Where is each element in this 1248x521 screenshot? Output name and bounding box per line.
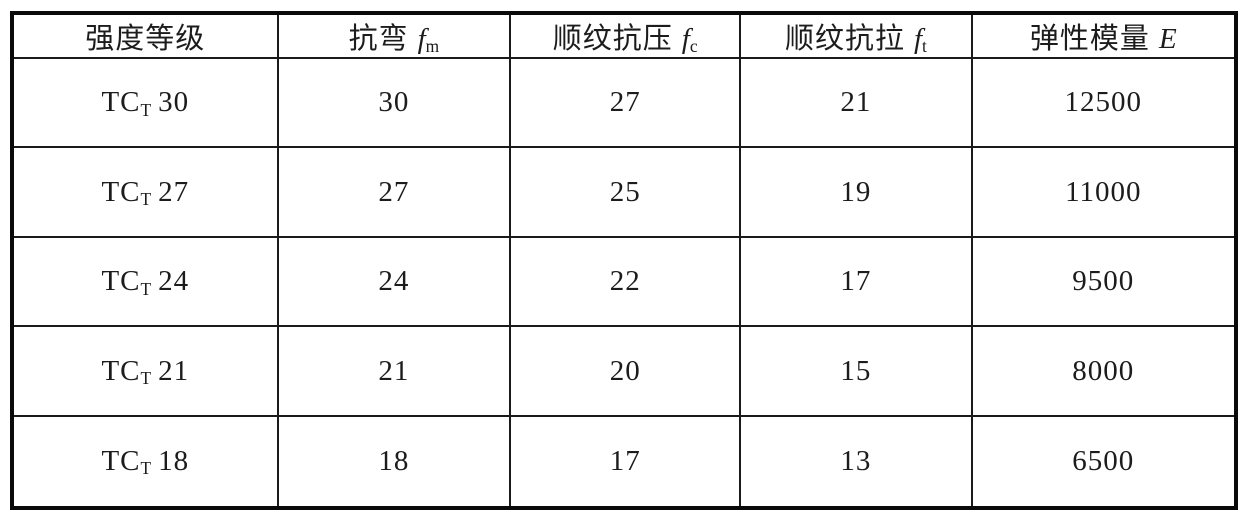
value-cell-elastic-modulus: 6500 — [970, 414, 1238, 510]
value-cell-elastic-modulus: 9500 — [970, 235, 1238, 328]
value-cell-compression: 17 — [509, 414, 742, 510]
value-cell-compression: 22 — [509, 235, 742, 328]
grade-cell: TCT 21 — [11, 325, 279, 417]
grade-number: 27 — [158, 175, 190, 208]
value-cell-bending: 24 — [276, 235, 512, 328]
grade-prefix: TC — [101, 175, 141, 208]
column-header-bending: 抗弯 fm — [276, 12, 512, 59]
value-cell-compression: 25 — [509, 146, 742, 238]
grade-subscript: T — [140, 278, 152, 299]
grade-subscript: T — [140, 99, 152, 120]
column-symbol-subscript: c — [689, 36, 698, 57]
grade-subscript: T — [140, 458, 152, 479]
grade-prefix: TC — [101, 265, 141, 298]
column-label: 弹性模量 — [1029, 23, 1150, 55]
grade-subscript: T — [140, 189, 152, 210]
table-row: TCT 18 18 17 13 6500 — [11, 414, 1238, 510]
column-symbol: f — [681, 23, 690, 55]
header-row: 强度等级 抗弯 fm 顺纹抗压 fc 顺纹抗拉 ft 弹性模量 E — [11, 12, 1238, 59]
column-symbol-subscript: t — [922, 36, 927, 57]
value-cell-tension: 17 — [739, 235, 973, 328]
table-row: TCT 27 27 25 19 11000 — [11, 146, 1238, 238]
value-cell-tension: 15 — [739, 325, 973, 417]
grade-number: 30 — [158, 86, 190, 119]
table-row: TCT 24 24 22 17 9500 — [11, 235, 1238, 328]
value-cell-bending: 27 — [276, 146, 512, 238]
column-label: 抗弯 — [348, 23, 409, 55]
column-label: 强度等级 — [85, 23, 206, 55]
value-cell-compression: 27 — [509, 56, 742, 149]
grade-number: 24 — [158, 265, 190, 298]
value-cell-compression: 20 — [509, 325, 742, 417]
strength-grade-table: 强度等级 抗弯 fm 顺纹抗压 fc 顺纹抗拉 ft 弹性模量 E TCT 30 — [10, 11, 1238, 510]
value-cell-elastic-modulus: 12500 — [970, 56, 1238, 149]
column-header-compression: 顺纹抗压 fc — [509, 12, 742, 59]
grade-prefix: TC — [101, 86, 141, 119]
column-symbol: f — [417, 23, 426, 55]
column-symbol: E — [1158, 23, 1177, 55]
column-header-grade: 强度等级 — [11, 12, 279, 59]
grade-cell: TCT 27 — [11, 146, 279, 238]
table-row: TCT 21 21 20 15 8000 — [11, 325, 1238, 417]
column-header-tension: 顺纹抗拉 ft — [739, 12, 973, 59]
value-cell-elastic-modulus: 11000 — [970, 146, 1238, 238]
value-cell-tension: 13 — [739, 414, 973, 510]
grade-prefix: TC — [101, 444, 141, 477]
grade-prefix: TC — [101, 354, 141, 387]
column-label: 顺纹抗拉 — [784, 23, 905, 55]
column-label: 顺纹抗压 — [552, 23, 673, 55]
grade-number: 21 — [158, 354, 190, 387]
grade-subscript: T — [140, 368, 152, 389]
value-cell-bending: 18 — [276, 414, 512, 510]
value-cell-elastic-modulus: 8000 — [970, 325, 1238, 417]
grade-cell: TCT 18 — [11, 414, 279, 510]
value-cell-tension: 21 — [739, 56, 973, 149]
value-cell-bending: 21 — [276, 325, 512, 417]
column-symbol-subscript: m — [425, 36, 440, 57]
value-cell-tension: 19 — [739, 146, 973, 238]
grade-number: 18 — [158, 444, 190, 477]
column-symbol: f — [913, 23, 923, 55]
grade-cell: TCT 30 — [11, 56, 279, 149]
value-cell-bending: 30 — [276, 56, 512, 149]
table-row: TCT 30 30 27 21 12500 — [11, 56, 1238, 149]
column-header-elastic-modulus: 弹性模量 E — [970, 12, 1238, 59]
grade-cell: TCT 24 — [11, 235, 279, 328]
